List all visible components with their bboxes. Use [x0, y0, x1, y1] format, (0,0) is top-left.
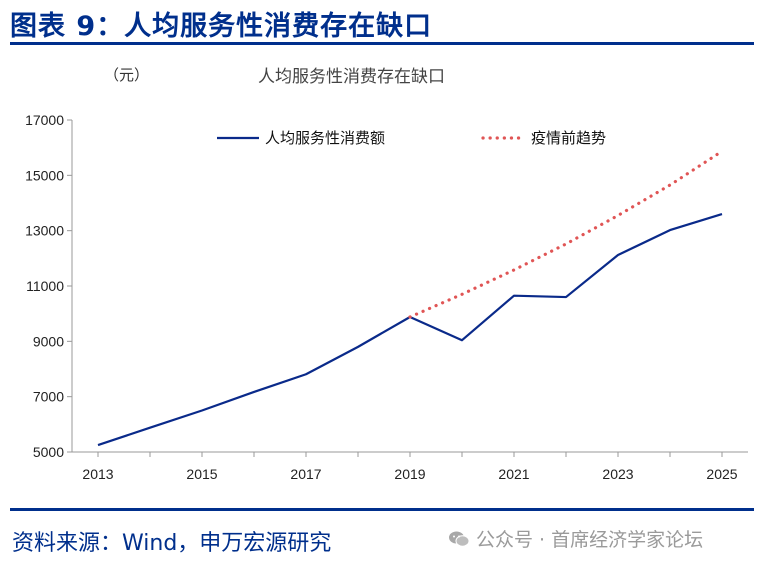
- figure-title: 图表 9：人均服务性消费存在缺口: [10, 11, 433, 42]
- x-tick-label: 2019: [394, 466, 425, 482]
- y-tick-label: 11000: [26, 278, 64, 294]
- y-tick-label: 13000: [25, 223, 64, 239]
- y-tick-label: 5000: [33, 444, 64, 460]
- source-note: 资料来源：Wind，申万宏源研究: [12, 531, 332, 556]
- chart-legend: 人均服务性消费额 疫情前趋势: [217, 129, 606, 147]
- legend-label: 疫情前趋势: [531, 129, 606, 147]
- chart-axes: [67, 119, 748, 457]
- x-tick-label: 2023: [602, 466, 633, 482]
- x-tick-label: 2025: [706, 466, 737, 482]
- y-axis-unit: （元）: [104, 66, 150, 84]
- series-line-service-consumption: [97, 213, 723, 447]
- y-tick-label: 7000: [33, 389, 64, 405]
- x-tick-label: 2017: [290, 466, 321, 482]
- x-tick-label: 2015: [186, 466, 217, 482]
- chart-series: [97, 149, 724, 447]
- top-rule: [10, 42, 754, 45]
- x-tick-label: 2013: [82, 466, 113, 482]
- line-chart: 5000 7000 9000 11000 13000 15000 17000 2013 2015…: [25, 112, 748, 482]
- y-tick-label: 9000: [33, 333, 64, 349]
- chart-title: 人均服务性消费存在缺口: [258, 67, 445, 87]
- legend-label: 人均服务性消费额: [265, 129, 385, 147]
- watermark: 公众号 · 首席经济学家论坛: [448, 525, 703, 552]
- watermark-text: 公众号 · 首席经济学家论坛: [476, 529, 704, 551]
- wechat-icon: [449, 531, 470, 547]
- chart-tick-labels: 5000 7000 9000 11000 13000 15000 17000 2013 2015…: [25, 112, 738, 482]
- y-tick-label: 15000: [25, 167, 64, 183]
- series-line-pre-pandemic-trend: [408, 149, 724, 319]
- bottom-rule: [10, 508, 754, 511]
- x-tick-label: 2021: [498, 466, 529, 482]
- y-tick-label: 17000: [25, 112, 64, 128]
